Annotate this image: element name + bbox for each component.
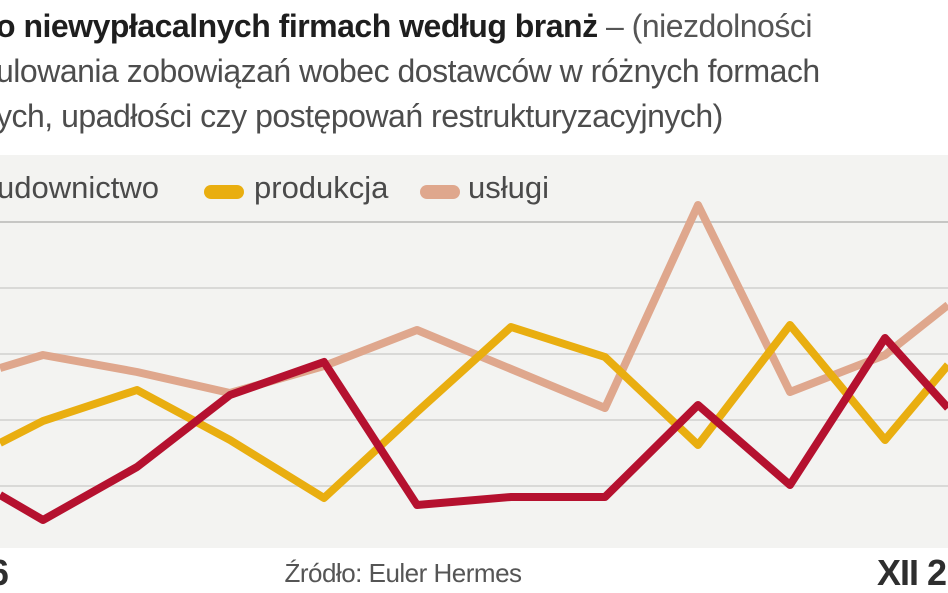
title-bold-text: o niewypłacalnych firmach według branż	[0, 8, 598, 44]
chart-legend: udownictwo produkcja usługi	[0, 155, 948, 215]
legend-marker-uslugi	[420, 185, 460, 199]
x-axis-label-right: XII 2	[877, 552, 947, 593]
title-line-2: ulowania zobowiązań wobec dostawców w ró…	[0, 53, 820, 89]
line-chart	[0, 201, 948, 524]
chart-panel: udownictwo produkcja usługi	[0, 155, 948, 549]
source-credit: Źródło: Euler Hermes	[284, 558, 522, 588]
chart-footer: 6 Źródło: Euler Hermes XII 2	[0, 548, 948, 593]
legend-label-budownictwo: udownictwo	[0, 170, 159, 205]
title-line-1: o niewypłacalnych firmach według branż –…	[0, 4, 948, 49]
x-axis-label-left: 6	[0, 552, 9, 593]
legend-marker-produkcja	[204, 185, 244, 199]
legend-label-produkcja: produkcja	[254, 170, 389, 205]
title-line-3: ych, upadłości czy postępowań restruktur…	[0, 98, 723, 134]
legend-label-uslugi: usługi	[468, 170, 549, 205]
title-subtitle-start: – (niezdolności	[597, 8, 812, 44]
title-block: o niewypłacalnych firmach według branż –…	[0, 4, 948, 139]
